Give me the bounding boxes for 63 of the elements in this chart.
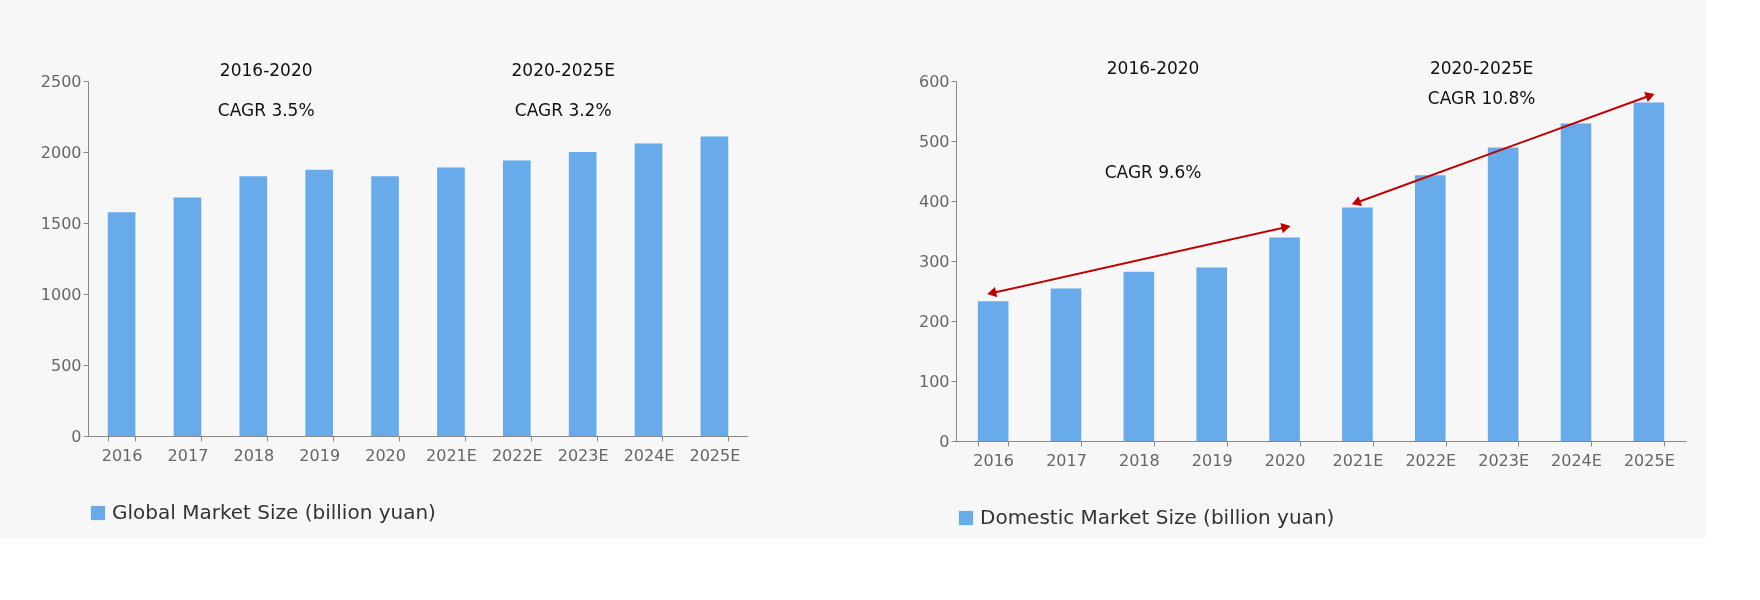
y-tick-label: 100: [918, 371, 950, 391]
bar: [502, 160, 531, 436]
bar: [1487, 147, 1519, 441]
y-tick-label: 200: [918, 311, 950, 331]
bar: [1342, 207, 1373, 441]
bar: [437, 167, 465, 436]
x-tick-label: 2023E: [557, 445, 609, 465]
y-tick-label: 0: [939, 431, 950, 451]
legend-label: Global Market Size (billion yuan): [112, 500, 436, 524]
y-tick-label: 400: [918, 191, 950, 211]
bar: [371, 176, 399, 436]
y-tick-label: 500: [50, 355, 82, 375]
x-tick-label: 2022E: [1405, 450, 1457, 470]
y-tick-label: 2500: [40, 71, 82, 91]
bar: [239, 176, 268, 436]
bar: [1633, 102, 1665, 441]
x-tick-label: 2024E: [1551, 450, 1602, 470]
bar: [1050, 288, 1082, 441]
annotation: CAGR 3.5%: [217, 100, 315, 120]
text: 2020-2025E: [1429, 58, 1534, 78]
bar: [173, 197, 202, 436]
x-tick-label: 2025E: [689, 445, 741, 465]
x-tick-label: 2018: [233, 445, 275, 465]
bar: [1414, 175, 1446, 441]
bar: [1196, 267, 1228, 441]
annotation: CAGR 10.8%: [1427, 88, 1536, 108]
y-tick-label: 300: [918, 251, 950, 271]
bar: [634, 143, 663, 436]
y-tick-label: 0: [71, 426, 82, 446]
y-tick-label: 1500: [40, 213, 82, 233]
x-tick-label: 2016: [973, 450, 1015, 470]
bar: [107, 212, 136, 436]
legend-label: Domestic Market Size (billion yuan): [980, 505, 1335, 529]
y-tick-label: 500: [918, 131, 950, 151]
x-tick-label: 2020: [1264, 450, 1306, 470]
text: 2016-2020: [219, 60, 313, 80]
annotation: CAGR 9.6%: [1104, 162, 1202, 182]
y-tick-label: 1000: [40, 284, 82, 304]
x-tick-label: 2021E: [426, 445, 477, 465]
bar: [977, 301, 1009, 441]
x-tick-label: 2024E: [623, 445, 675, 465]
x-tick-label: 2021E: [1332, 450, 1384, 470]
annotation: CAGR 3.2%: [514, 100, 612, 120]
y-tick-label: 2000: [40, 142, 82, 162]
bar: [1123, 271, 1155, 441]
x-tick-label: 2020: [365, 445, 406, 465]
bar: [700, 136, 729, 436]
x-tick-label: 2017: [1046, 450, 1087, 470]
x-tick-label: 2018: [1119, 450, 1160, 470]
x-tick-label: 2019: [1191, 450, 1233, 470]
text: 2016-2020: [1106, 58, 1200, 78]
x-tick-label: 2025E: [1623, 450, 1675, 470]
x-tick-label: 2022E: [491, 445, 543, 465]
bar: [568, 152, 597, 436]
bar: [1269, 237, 1300, 441]
bar: [1560, 123, 1592, 441]
x-tick-label: 2016: [101, 445, 143, 465]
x-tick-label: 2017: [167, 445, 209, 465]
x-tick-label: 2019: [299, 445, 341, 465]
bar: [305, 169, 334, 436]
text: 2020-2025E: [511, 60, 615, 80]
x-tick-label: 2023E: [1478, 450, 1530, 470]
y-tick-label: 600: [918, 71, 950, 91]
